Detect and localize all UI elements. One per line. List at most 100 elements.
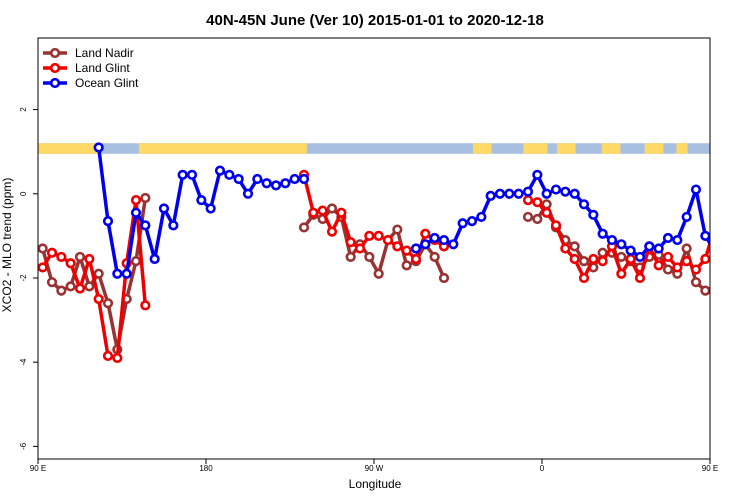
data-point <box>739 264 747 272</box>
data-point <box>46 247 58 258</box>
data-point <box>662 251 674 263</box>
data-point <box>345 237 356 248</box>
data-point <box>504 188 515 199</box>
data-point <box>214 165 226 176</box>
data-point <box>681 243 692 254</box>
data-point <box>681 256 692 267</box>
data-point <box>720 253 728 261</box>
legend-label: Land Nadir <box>75 46 134 60</box>
data-point <box>448 239 459 250</box>
x-axis-label: Longitude <box>349 477 402 491</box>
data-point <box>410 243 422 254</box>
data-point <box>485 190 496 201</box>
data-point <box>326 203 338 214</box>
data-point <box>616 239 627 250</box>
data-point <box>38 262 48 273</box>
data-point <box>382 234 394 246</box>
data-point <box>429 232 440 244</box>
data-point <box>616 251 627 263</box>
data-point <box>653 260 664 271</box>
data-point <box>93 293 104 305</box>
land-mask-segment <box>644 143 664 154</box>
data-point <box>289 173 300 185</box>
data-point <box>625 245 636 256</box>
data-point <box>522 211 534 223</box>
x-tick-label: 180 <box>199 464 213 473</box>
data-point <box>354 243 366 254</box>
data-point <box>65 281 76 292</box>
data-point <box>588 209 599 220</box>
data-point <box>196 194 207 206</box>
legend-swatch-marker <box>49 77 61 89</box>
data-point <box>560 243 571 254</box>
data-point <box>476 211 487 223</box>
data-point <box>578 256 590 267</box>
data-point <box>233 173 244 185</box>
y-tick-label: -6 <box>19 442 28 450</box>
data-point <box>392 241 403 252</box>
land-mask-segment <box>472 143 492 154</box>
data-point <box>730 264 738 272</box>
land-mask-segment <box>601 143 621 154</box>
data-point <box>429 251 440 263</box>
y-tick-label: -2 <box>19 274 28 282</box>
data-point <box>280 178 291 189</box>
data-point <box>730 285 738 293</box>
data-point <box>130 207 142 218</box>
data-point <box>588 253 599 265</box>
data-point <box>140 300 151 311</box>
data-point <box>541 188 552 199</box>
data-point <box>224 169 235 180</box>
data-point <box>326 226 338 237</box>
ocean-mask <box>38 143 710 154</box>
data-point <box>690 184 702 195</box>
data-point <box>690 264 702 275</box>
data-point <box>700 285 710 296</box>
data-point <box>242 188 254 199</box>
data-point <box>177 169 188 180</box>
data-point <box>46 277 58 288</box>
data-point <box>681 211 692 223</box>
land-mask-segment <box>138 143 307 154</box>
land-mask-segment <box>38 143 100 154</box>
data-point <box>730 283 738 291</box>
x-tick-label: 90 E <box>702 464 718 473</box>
data-point <box>140 192 151 204</box>
data-point <box>102 298 114 309</box>
data-point <box>130 256 142 267</box>
series-land-glint <box>38 169 738 364</box>
data-point <box>532 169 543 180</box>
data-point <box>336 207 347 218</box>
data-point <box>420 239 431 250</box>
data-point <box>541 207 552 218</box>
data-point <box>140 220 151 231</box>
data-point <box>513 188 524 199</box>
y-tick-label: 0 <box>19 191 28 196</box>
data-point <box>56 285 67 296</box>
data-point <box>634 251 646 263</box>
data-point <box>401 260 412 271</box>
data-point <box>653 243 664 254</box>
data-point <box>373 268 384 279</box>
x-tick-label: 0 <box>540 464 545 473</box>
series-layer <box>38 142 747 364</box>
legend-swatch-marker <box>49 62 61 74</box>
data-point <box>597 228 608 239</box>
land-mask-segment <box>556 143 576 154</box>
data-point <box>102 350 114 361</box>
data-point <box>700 253 710 265</box>
data-point <box>569 241 580 252</box>
data-point <box>494 188 506 199</box>
data-point <box>720 253 728 261</box>
data-point <box>345 251 356 263</box>
data-point <box>38 243 48 254</box>
data-point <box>662 232 674 244</box>
data-point <box>709 225 710 230</box>
series-land-nadir <box>38 192 738 355</box>
data-point <box>93 268 104 279</box>
data-point <box>634 272 646 284</box>
chart-title: 40N-45N June (Ver 10) 2015-01-01 to 2020… <box>206 12 544 29</box>
data-point <box>597 256 608 267</box>
data-point <box>364 230 375 241</box>
